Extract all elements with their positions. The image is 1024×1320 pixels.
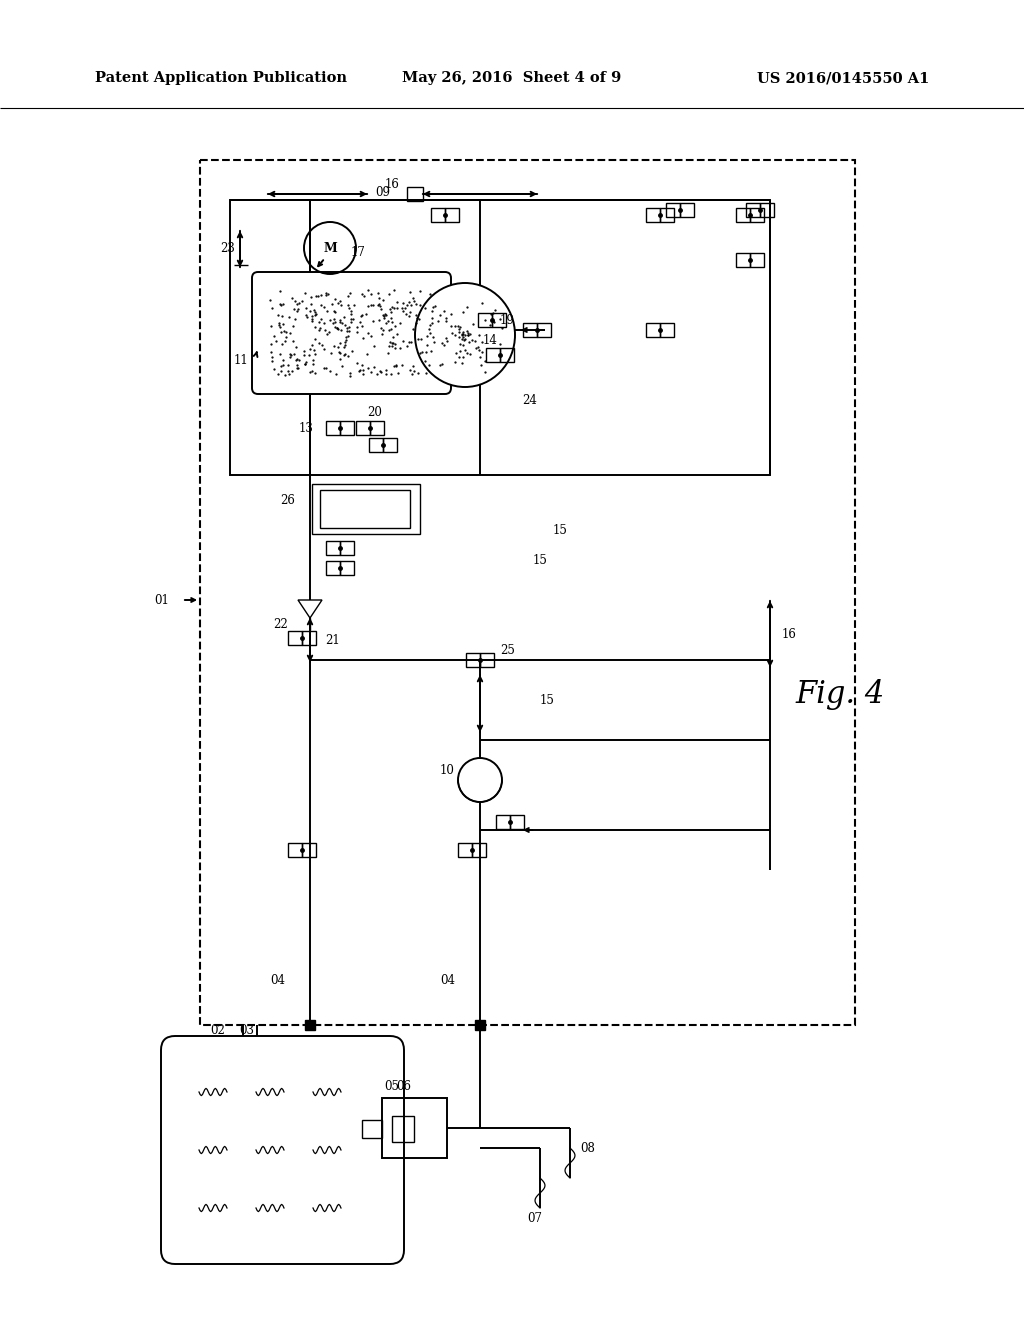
Text: US 2016/0145550 A1: US 2016/0145550 A1	[757, 71, 929, 84]
Bar	[362, 1119, 382, 1138]
Text: 01: 01	[155, 594, 169, 606]
Text: 23: 23	[220, 242, 236, 255]
Bar	[302, 631, 316, 645]
Text: 19: 19	[500, 314, 515, 326]
Bar	[646, 323, 660, 337]
Bar	[340, 541, 354, 554]
Text: 08: 08	[580, 1142, 595, 1155]
Bar	[486, 348, 500, 362]
Bar	[326, 421, 340, 436]
Text: 09: 09	[375, 186, 390, 199]
Bar	[510, 814, 524, 829]
Bar	[500, 348, 514, 362]
Bar	[480, 653, 494, 667]
Bar	[340, 421, 354, 436]
Text: 20: 20	[368, 405, 382, 418]
Bar	[200, 160, 855, 1026]
Text: 02: 02	[211, 1023, 225, 1036]
Text: 25: 25	[500, 644, 515, 656]
Text: 15: 15	[540, 693, 555, 706]
Bar	[736, 253, 750, 267]
Bar	[288, 631, 302, 645]
Text: 15: 15	[532, 553, 548, 566]
Bar	[369, 438, 383, 451]
Bar	[458, 843, 472, 857]
Text: 07: 07	[527, 1212, 543, 1225]
Bar	[370, 421, 384, 436]
Bar	[750, 209, 764, 222]
Text: 16: 16	[782, 627, 797, 640]
Bar	[760, 203, 774, 216]
Bar	[492, 313, 506, 327]
Text: Fig. 4: Fig. 4	[796, 680, 885, 710]
Bar	[356, 421, 370, 436]
Bar	[326, 541, 340, 554]
Bar	[660, 209, 674, 222]
Text: 26: 26	[281, 494, 295, 507]
Text: 22: 22	[273, 619, 288, 631]
Bar	[340, 561, 354, 576]
Text: 10: 10	[440, 763, 455, 776]
Bar	[680, 203, 694, 216]
Bar	[666, 203, 680, 216]
FancyBboxPatch shape	[252, 272, 451, 393]
Bar	[537, 323, 551, 337]
Bar	[431, 209, 445, 222]
Text: 14: 14	[482, 334, 498, 346]
Bar	[326, 561, 340, 576]
Text: 06: 06	[396, 1080, 411, 1093]
Text: Patent Application Publication: Patent Application Publication	[95, 71, 347, 84]
FancyBboxPatch shape	[161, 1036, 404, 1265]
Text: 03: 03	[240, 1023, 255, 1036]
Ellipse shape	[415, 282, 515, 387]
Text: May 26, 2016  Sheet 4 of 9: May 26, 2016 Sheet 4 of 9	[402, 71, 622, 84]
Bar	[302, 843, 316, 857]
Text: 24: 24	[522, 393, 538, 407]
Bar	[445, 209, 459, 222]
Text: M: M	[324, 242, 337, 255]
Text: 11: 11	[233, 354, 248, 367]
Text: 17: 17	[350, 246, 366, 259]
Text: 16: 16	[385, 178, 399, 191]
Bar	[392, 1115, 414, 1142]
Bar	[230, 201, 770, 475]
Bar	[736, 209, 750, 222]
Text: 05: 05	[384, 1080, 399, 1093]
Bar	[383, 438, 397, 451]
Polygon shape	[298, 601, 322, 618]
Bar	[660, 323, 674, 337]
Bar	[407, 187, 423, 201]
Text: 15: 15	[553, 524, 567, 536]
Bar	[496, 814, 510, 829]
Bar	[523, 323, 537, 337]
Bar	[382, 1098, 447, 1158]
Text: 13: 13	[298, 421, 313, 434]
Bar	[312, 484, 420, 535]
Bar	[319, 490, 410, 528]
Bar	[472, 843, 486, 857]
Text: 04: 04	[440, 974, 455, 986]
Text: 21: 21	[325, 634, 340, 647]
Bar	[466, 653, 480, 667]
Bar	[478, 313, 492, 327]
Bar	[288, 843, 302, 857]
Text: 04: 04	[270, 974, 285, 986]
Bar	[750, 253, 764, 267]
Bar	[746, 203, 760, 216]
Bar	[646, 209, 660, 222]
